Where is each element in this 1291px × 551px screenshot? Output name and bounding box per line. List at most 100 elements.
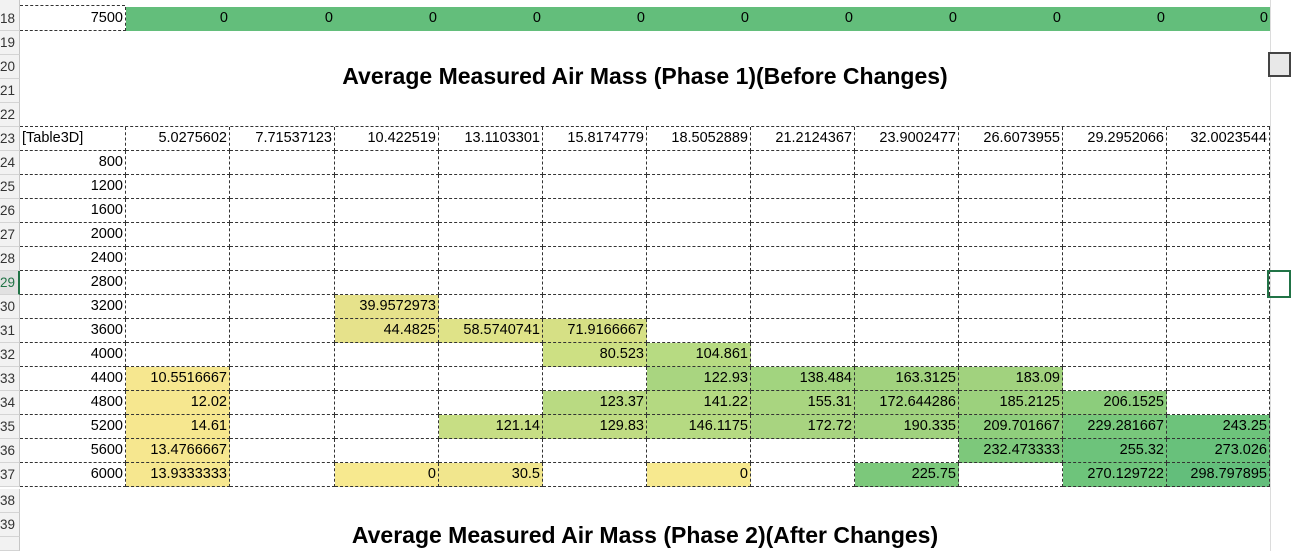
table-cell[interactable]: 185.2125 [959,391,1063,415]
column-header-4[interactable]: 13.1103301 [439,127,543,151]
table-cell[interactable] [647,223,751,247]
table-cell[interactable] [335,415,439,439]
table-cell[interactable] [1063,367,1167,391]
table-cell[interactable] [439,391,543,415]
table-cell[interactable]: 13.4766667 [126,439,230,463]
cell-7500-col-1[interactable]: 0 [126,7,230,31]
table-cell[interactable] [126,247,230,271]
row-header-25[interactable]: 25 [0,175,20,199]
table-cell[interactable] [855,319,959,343]
table-cell[interactable] [751,439,855,463]
table-cell[interactable] [230,367,335,391]
table-cell[interactable] [1063,319,1167,343]
table-cell[interactable] [647,175,751,199]
column-header-3[interactable]: 10.422519 [335,127,439,151]
table-cell[interactable] [230,175,335,199]
table-cell[interactable] [335,391,439,415]
row-label-1200[interactable]: 1200 [20,175,126,199]
row-label-1600[interactable]: 1600 [20,199,126,223]
table-cell[interactable] [230,223,335,247]
table-cell[interactable] [647,247,751,271]
row-label-3600[interactable]: 3600 [20,319,126,343]
table-cell[interactable] [335,367,439,391]
cell-7500-col-9[interactable]: 0 [959,7,1063,31]
table-cell[interactable]: 121.14 [439,415,543,439]
cell-7500-col-3[interactable]: 0 [335,7,439,31]
table-cell[interactable] [126,271,230,295]
table-cell[interactable] [335,439,439,463]
table-cell[interactable] [439,367,543,391]
row-header-26[interactable]: 26 [0,199,20,223]
table-cell[interactable] [230,295,335,319]
table-cell[interactable] [647,439,751,463]
column-header-6[interactable]: 18.5052889 [647,127,751,151]
cell-7500-col-11[interactable]: 0 [1167,7,1270,31]
table-cell[interactable]: 44.4825 [335,319,439,343]
row-label-4400[interactable]: 4400 [20,367,126,391]
row-header-36[interactable]: 36 [0,439,20,463]
table-cell[interactable] [959,223,1063,247]
table-cell[interactable] [959,175,1063,199]
table-cell[interactable]: 155.31 [751,391,855,415]
table-corner-label[interactable]: [Table3D] [20,127,126,151]
row-label-800[interactable]: 800 [20,151,126,175]
row-header-24[interactable]: 24 [0,151,20,175]
table-cell[interactable] [1063,223,1167,247]
table-cell[interactable] [230,151,335,175]
table-cell[interactable] [959,463,1063,487]
row-label-7500[interactable]: 7500 [20,7,126,31]
table-cell[interactable]: 209.701667 [959,415,1063,439]
cell-7500-col-8[interactable]: 0 [855,7,959,31]
row-header-18[interactable]: 18 [0,7,20,31]
table-cell[interactable] [543,247,647,271]
table-cell[interactable] [543,175,647,199]
table-cell[interactable] [230,319,335,343]
table-cell[interactable] [855,199,959,223]
table-cell[interactable]: 172.72 [751,415,855,439]
row-header-29[interactable]: 29 [0,271,20,295]
table-cell[interactable] [439,175,543,199]
table-cell[interactable] [543,199,647,223]
table-cell[interactable] [1063,247,1167,271]
table-cell[interactable]: 104.861 [647,343,751,367]
table-cell[interactable] [1167,319,1270,343]
table-cell[interactable] [959,151,1063,175]
table-cell[interactable] [335,151,439,175]
column-header-8[interactable]: 23.9002477 [855,127,959,151]
table-cell[interactable] [230,415,335,439]
row-label-2400[interactable]: 2400 [20,247,126,271]
row-header-38[interactable]: 38 [0,489,20,513]
table-cell[interactable] [959,271,1063,295]
column-header-9[interactable]: 26.6073955 [959,127,1063,151]
table-cell[interactable] [1063,151,1167,175]
table-cell[interactable]: 270.129722 [1063,463,1167,487]
right-gutter-column[interactable] [1270,0,1291,551]
table-cell[interactable]: 255.32 [1063,439,1167,463]
table-cell[interactable] [230,343,335,367]
table-cell[interactable]: 172.644286 [855,391,959,415]
table-cell[interactable] [335,271,439,295]
table-cell[interactable] [751,247,855,271]
table-cell[interactable] [751,175,855,199]
table-cell[interactable] [1063,199,1167,223]
table-cell[interactable] [1167,199,1270,223]
column-header-1[interactable]: 5.0275602 [126,127,230,151]
table-cell[interactable] [439,151,543,175]
table-cell[interactable]: 129.83 [543,415,647,439]
table-cell[interactable] [543,439,647,463]
table-cell[interactable] [751,295,855,319]
table-cell[interactable] [126,295,230,319]
table-cell[interactable] [230,463,335,487]
cell-7500-col-6[interactable]: 0 [647,7,751,31]
table-cell[interactable] [855,271,959,295]
table-cell[interactable]: 0 [647,463,751,487]
table-cell[interactable] [751,151,855,175]
table-cell[interactable] [439,439,543,463]
table-cell[interactable] [1167,343,1270,367]
table-cell[interactable]: 183.09 [959,367,1063,391]
row-header-22[interactable]: 22 [0,103,20,127]
table-cell[interactable]: 10.5516667 [126,367,230,391]
table-cell[interactable] [543,151,647,175]
table-cell[interactable] [647,295,751,319]
table-cell[interactable] [855,175,959,199]
